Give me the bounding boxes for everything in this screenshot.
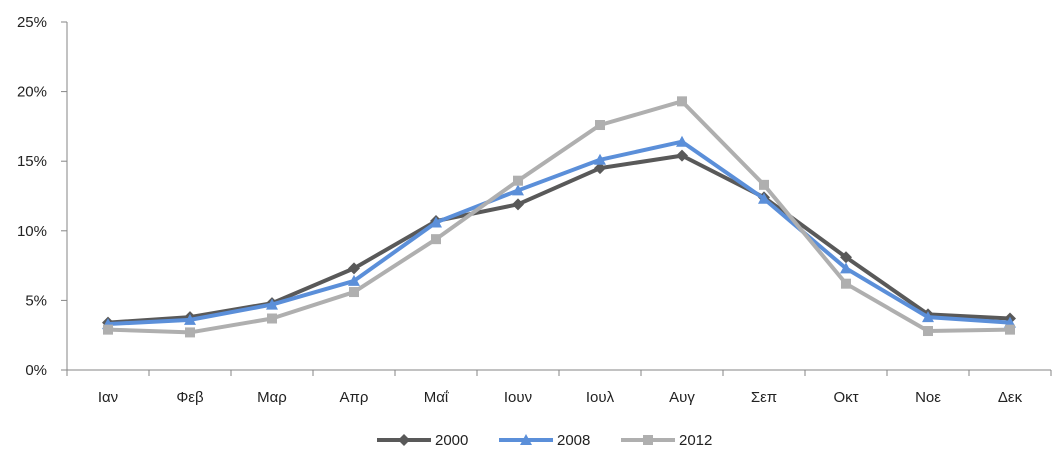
x-tick-label: Αυγ [669,389,695,406]
legend-marker [643,435,653,445]
legend-label: 2012 [679,432,712,449]
data-point-2008 [430,216,442,228]
x-tick-label: Μαΐ [424,389,449,406]
data-point-2012 [185,327,195,338]
series-line-2012 [106,99,1012,335]
legend-marker [398,434,410,446]
series-line-2008 [106,139,1012,327]
data-point-2008 [922,311,934,323]
series-line-2000 [106,153,1012,325]
data-point-2008 [758,192,770,204]
x-tick-label: Σεπ [751,389,777,406]
y-tick-label: 0% [25,362,47,379]
data-point-2012 [677,96,687,107]
legend-item-2008: 2008 [499,432,590,449]
x-tick-label: Ιουλ [586,389,615,406]
y-tick-label: 25% [17,14,47,31]
data-point-2000 [840,251,852,264]
data-point-2012 [841,278,851,289]
legend-item-2000: 2000 [377,432,468,449]
series-group [102,96,1016,338]
y-tick-label: 15% [17,153,47,170]
legend-label: 2008 [557,432,590,449]
axes: 0% 5% 10% 15% 20% 25% Ιαν Φεβ Μαρ Απρ Μαΐ Ιουν Ιουλ Α… [17,14,1052,406]
data-point-2000 [512,198,524,211]
data-point-2012 [1005,324,1015,335]
y-tick-label: 20% [17,84,47,101]
data-point-2008 [512,184,524,196]
x-tick-label: Φεβ [176,389,204,406]
data-point-2008 [348,274,360,286]
x-tick-label: Ιαν [98,389,118,406]
data-point-2008 [266,298,278,310]
data-point-2012 [267,313,277,324]
data-point-2012 [513,175,523,186]
series-2008 [102,135,1016,330]
legend-item-2012: 2012 [621,432,712,449]
legend-marker [520,434,532,445]
data-point-2008 [840,262,852,274]
x-tick-label: Απρ [340,389,369,406]
legend-label: 2000 [435,432,468,449]
data-point-2012 [759,179,769,190]
x-tick-label: Μαρ [257,389,287,406]
x-tick-label: Δεκ [998,389,1023,406]
data-point-2000 [676,149,688,162]
data-point-2012 [349,287,359,298]
y-tick-label: 5% [25,292,47,309]
y-tick-label: 10% [17,223,47,240]
data-point-2008 [184,313,196,325]
data-point-2012 [103,324,113,335]
series-2012 [103,96,1015,338]
x-tick-label: Νοε [915,389,941,406]
data-point-2012 [923,326,933,337]
data-point-2008 [676,135,688,147]
data-point-2000 [348,262,360,275]
data-point-2012 [431,234,441,245]
legend: 2000 2008 2012 [377,432,712,449]
data-point-2008 [594,153,606,165]
data-point-2000 [594,162,606,175]
data-point-2012 [595,120,605,131]
x-tick-label: Οκτ [833,389,858,406]
x-tick-label: Ιουν [504,389,532,406]
